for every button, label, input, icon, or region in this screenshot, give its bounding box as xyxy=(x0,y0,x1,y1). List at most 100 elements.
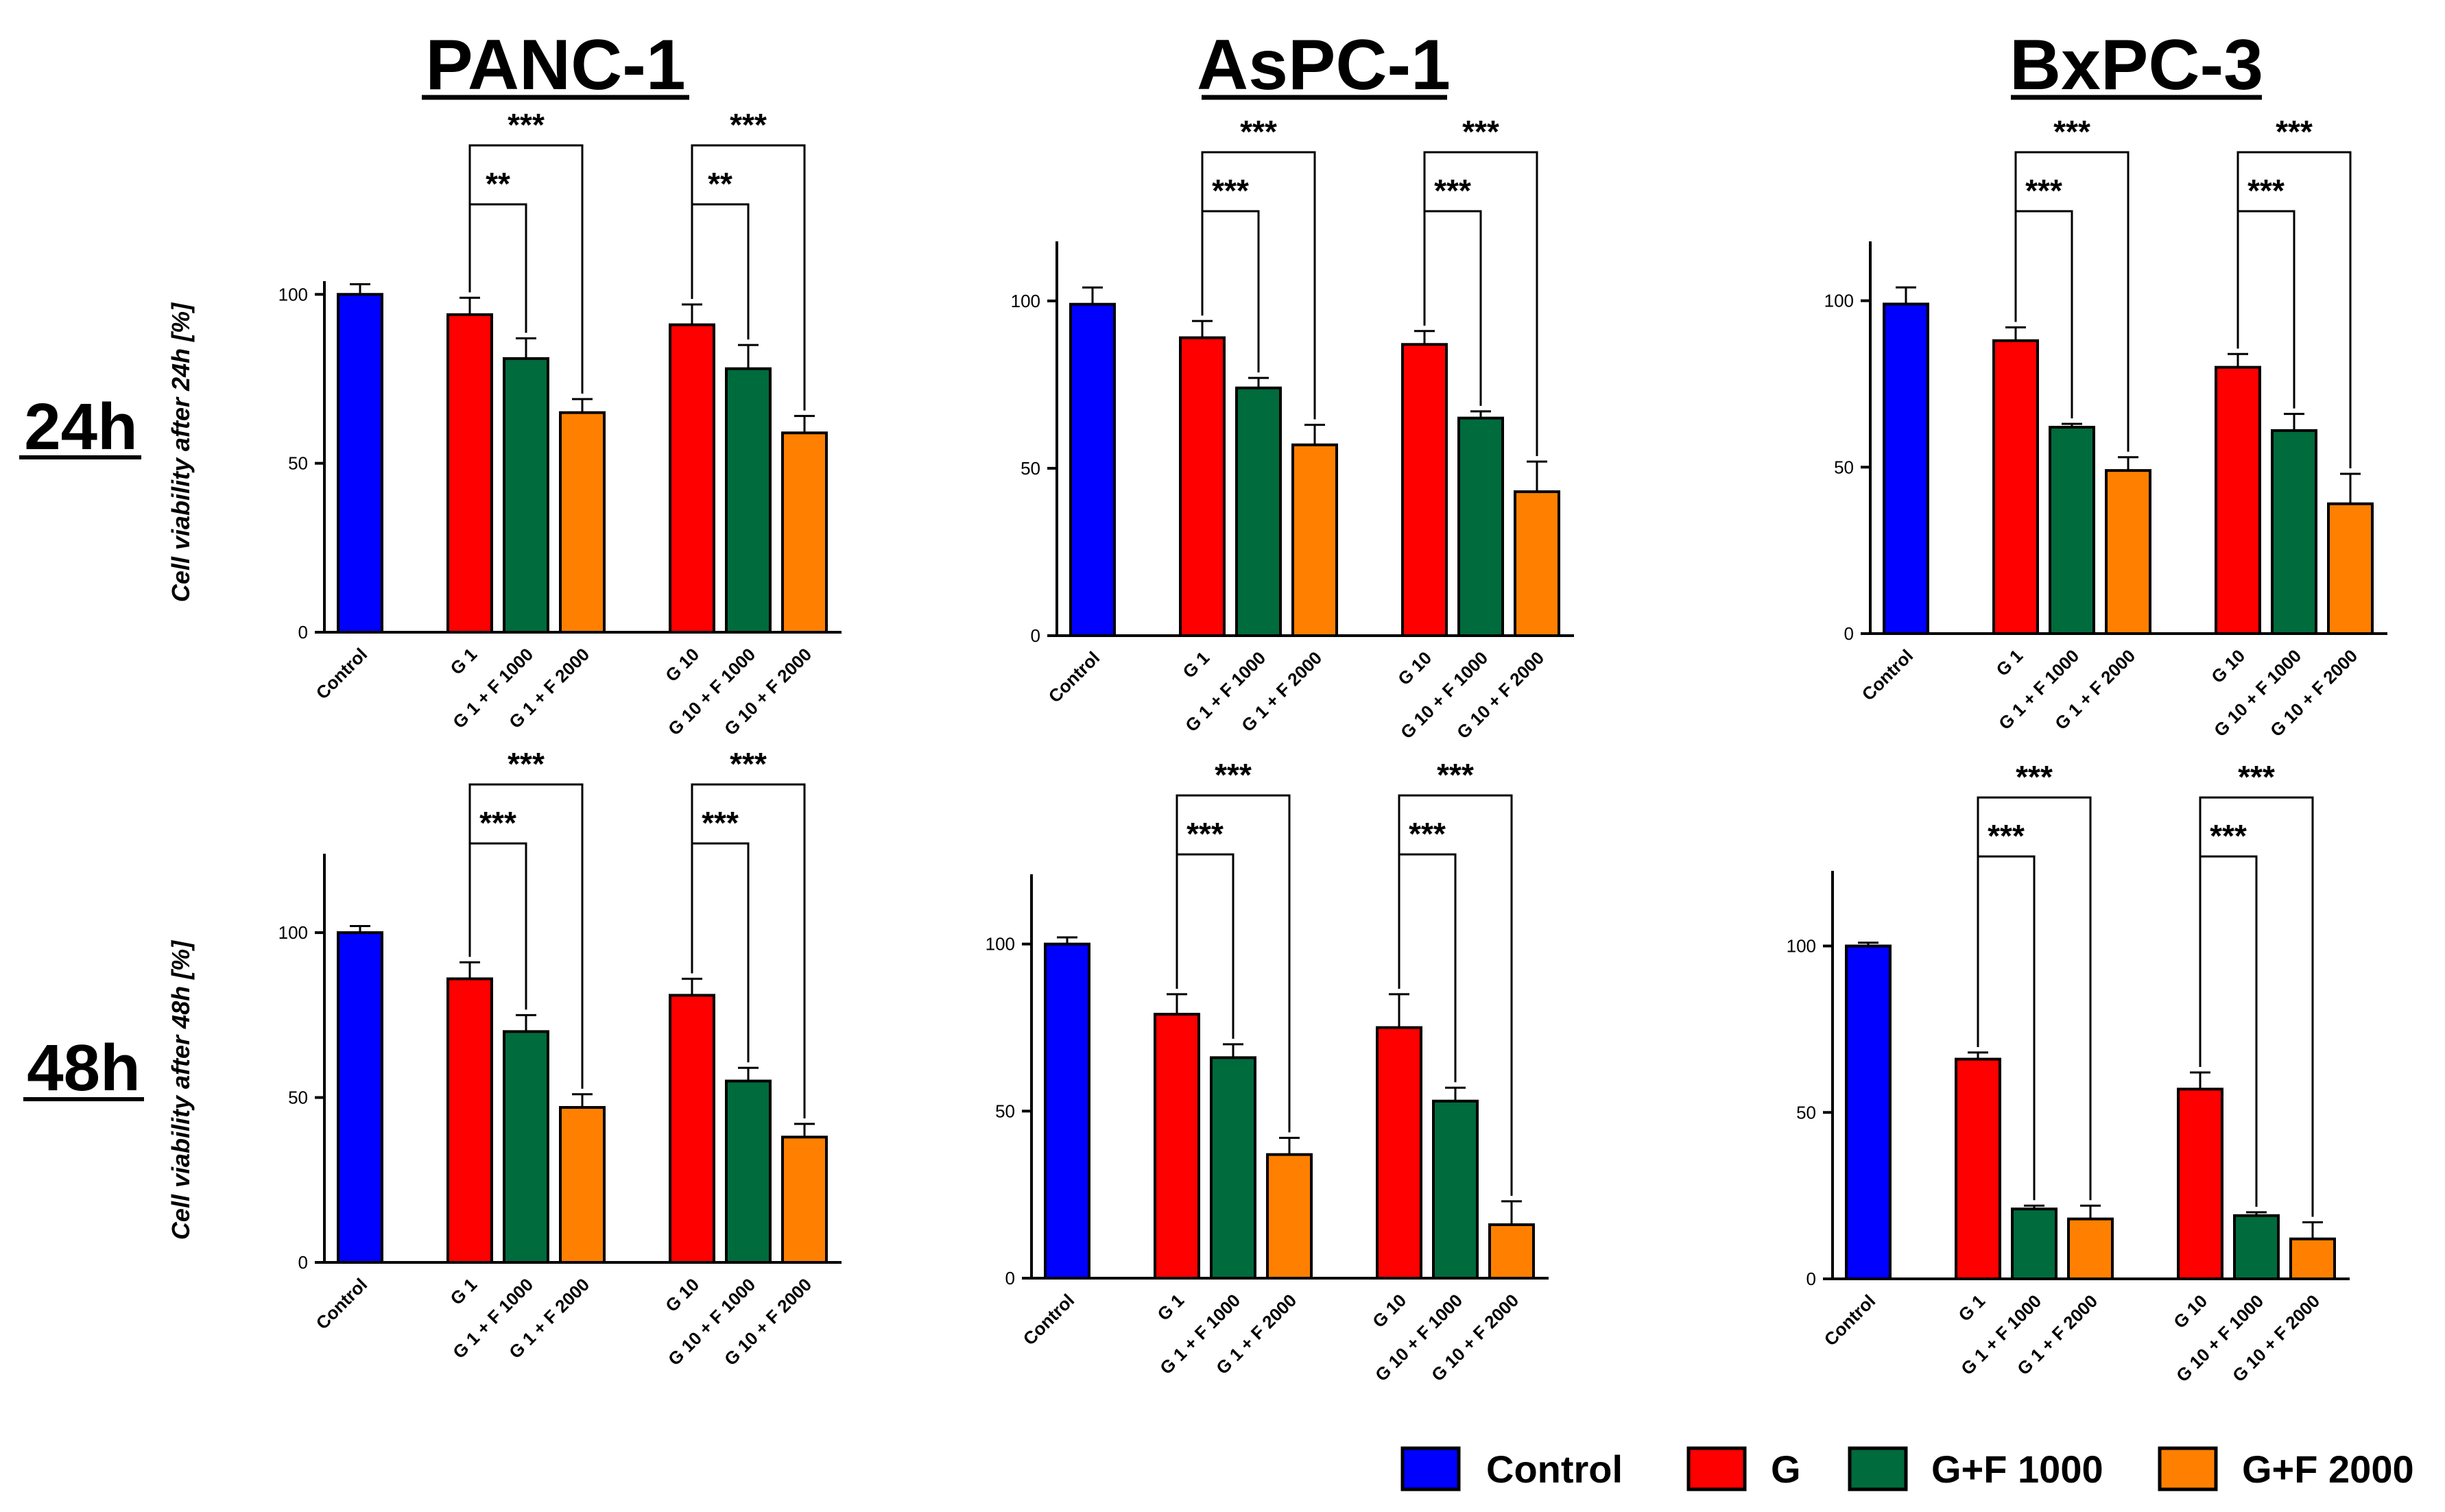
bar xyxy=(1044,942,1090,1280)
bar xyxy=(2105,469,2151,635)
significance-label: *** xyxy=(2016,759,2053,795)
y-tick-label: 100 xyxy=(986,934,1015,955)
bar xyxy=(2327,502,2374,635)
legend: Control G G+F 1000 G+F 2000 xyxy=(1400,1446,2414,1491)
significance-label: *** xyxy=(1409,816,1446,852)
y-tick-label: 50 xyxy=(1834,457,1854,477)
legend-label-control: Control xyxy=(1486,1448,1623,1491)
y-tick-label: 50 xyxy=(995,1101,1015,1121)
legend-label-gf2000: G+F 2000 xyxy=(2242,1448,2414,1491)
row-label-24h: 24h xyxy=(24,390,137,464)
significance-label: *** xyxy=(2025,173,2062,208)
y-axis-title-24h: Cell viability after 24h [%] xyxy=(167,302,195,602)
bar xyxy=(2067,1217,2114,1280)
bar xyxy=(725,1079,772,1264)
bar xyxy=(1457,416,1504,637)
x-tick-label: G 1 xyxy=(1178,647,1213,682)
significance-bracket xyxy=(1201,151,1316,420)
significance-bracket xyxy=(468,783,584,1089)
bar xyxy=(2289,1237,2336,1281)
significance-label: *** xyxy=(479,805,516,841)
bar xyxy=(559,411,606,634)
y-tick-label: 50 xyxy=(288,453,308,474)
x-tick-label: Control xyxy=(1820,1291,1880,1350)
significance-label: ** xyxy=(486,166,510,202)
significance-label: *** xyxy=(730,107,767,143)
bar xyxy=(1432,1099,1479,1280)
significance-label: *** xyxy=(508,107,545,143)
significance-label: *** xyxy=(1215,757,1252,793)
significance-label: *** xyxy=(1434,173,1471,208)
bar xyxy=(503,357,549,634)
significance-bracket xyxy=(2014,151,2130,452)
y-tick-label: 50 xyxy=(1021,458,1040,479)
x-tick-label: G 10 xyxy=(2169,1291,2211,1332)
y-tick-label: 0 xyxy=(298,622,308,643)
significance-label: *** xyxy=(2238,759,2275,795)
y-tick-label: 100 xyxy=(1824,291,1854,311)
significance-bracket xyxy=(691,783,806,1119)
x-tick-label: G 10 xyxy=(1394,647,1435,689)
bar xyxy=(559,1105,606,1264)
x-tick-label: G 10 xyxy=(661,644,703,686)
x-tick-label: Control xyxy=(1045,647,1104,707)
legend-label-g: G xyxy=(1771,1448,1801,1491)
x-tick-label: G 1 xyxy=(1954,1291,1989,1325)
panel-title-aspc1: AsPC-1 xyxy=(1197,25,1451,105)
significance-label: *** xyxy=(2247,173,2285,208)
bar xyxy=(1069,302,1116,637)
bar xyxy=(1179,336,1226,637)
x-tick-label: G 1 xyxy=(1153,1290,1188,1325)
bar xyxy=(446,977,493,1264)
bar xyxy=(446,313,493,634)
bar xyxy=(503,1030,549,1264)
x-tick-label: Control xyxy=(1858,645,1918,705)
x-tick-label: G 1 xyxy=(446,644,481,679)
bar xyxy=(2011,1208,2058,1281)
x-tick-label: G 10 xyxy=(661,1274,703,1316)
bar xyxy=(1845,944,1892,1280)
bar xyxy=(1210,1056,1256,1280)
significance-label: *** xyxy=(1988,818,2025,854)
bar xyxy=(2233,1214,2280,1281)
significance-label: *** xyxy=(2210,818,2247,854)
significance-bracket xyxy=(691,203,750,340)
x-tick-label: G 1 xyxy=(446,1274,481,1309)
significance-label: *** xyxy=(1462,114,1499,149)
bar xyxy=(781,1136,828,1264)
y-tick-label: 100 xyxy=(1787,936,1816,957)
bar xyxy=(1235,386,1282,638)
significance-bracket xyxy=(1176,794,1291,1133)
bar xyxy=(1992,339,2039,635)
panel-title-panc1: PANC-1 xyxy=(425,25,685,105)
bar xyxy=(2049,426,2095,635)
legend-swatch-gf2000 xyxy=(2158,1446,2218,1491)
bar xyxy=(1883,302,1929,635)
bar xyxy=(725,367,772,634)
significance-bracket xyxy=(1398,794,1513,1196)
y-tick-label: 0 xyxy=(1031,625,1040,646)
bar xyxy=(669,994,715,1264)
bar xyxy=(2177,1088,2223,1280)
bar xyxy=(337,931,383,1264)
y-tick-label: 0 xyxy=(1005,1268,1015,1288)
significance-label: ** xyxy=(708,166,732,202)
bar xyxy=(1514,490,1560,638)
significance-label: *** xyxy=(508,746,545,782)
x-tick-label: Control xyxy=(312,1274,372,1334)
bar xyxy=(1291,443,1338,638)
y-tick-label: 0 xyxy=(298,1252,308,1273)
y-tick-label: 0 xyxy=(1844,623,1854,644)
significance-label: *** xyxy=(1212,173,1249,208)
legend-swatch-control xyxy=(1400,1446,1461,1491)
y-tick-label: 50 xyxy=(288,1088,308,1108)
y-tick-label: 50 xyxy=(1796,1102,1816,1123)
bar xyxy=(781,431,828,634)
y-tick-label: 0 xyxy=(1806,1269,1816,1289)
significance-label: *** xyxy=(730,746,767,782)
bar xyxy=(2271,429,2317,635)
bar xyxy=(1154,1013,1200,1280)
